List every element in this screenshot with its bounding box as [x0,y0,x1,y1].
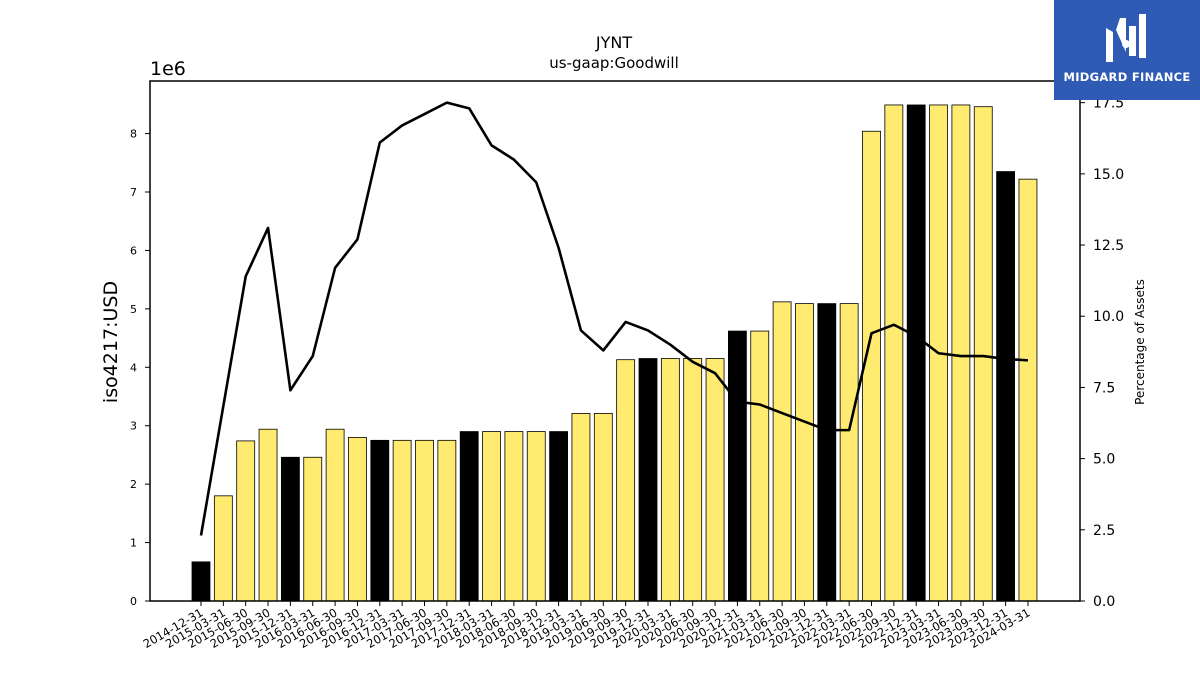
y-tick-label: 8 [130,128,137,141]
logo-text: MIDGARD FINANCE [1063,70,1191,84]
bar-2015-09-30 [258,428,278,602]
y-axis-label: iso4217:USD [100,281,122,403]
bar-2019-06-30 [593,413,613,602]
bar-2016-09-30 [348,436,367,602]
bar-2015-06-30 [236,440,256,602]
y-tick-label: 1 [130,537,137,550]
bar-2018-12-31 [549,431,568,602]
bar-2021-03-31 [750,330,770,602]
line-percentage-of-assets [199,101,1029,536]
logo-mark-icon [1106,14,1146,62]
y-tick-label: 7 [130,186,137,199]
bar-2021-06-30 [772,301,792,602]
bars-group [191,104,1038,602]
bar-2016-06-30 [325,428,345,602]
bar-2019-12-31 [638,358,658,602]
bar-2020-09-30 [705,358,725,602]
bar-2017-03-31 [392,439,412,602]
chart-subtitle: us-gaap:Goodwill [549,54,679,72]
bar-2016-12-31 [370,439,390,602]
bar-2020-12-31 [728,330,747,602]
plot-frame [149,80,1081,602]
y2-tick-label: 7.5 [1093,380,1115,396]
y-tick-label: 3 [130,420,137,433]
bar-2015-03-31 [213,495,233,602]
bar-2022-12-31 [906,104,926,602]
y-tick-label: 2 [130,478,137,491]
bar-2016-03-31 [303,456,323,602]
y-tick-label: 0 [130,595,137,608]
bar-2019-03-31 [571,413,591,602]
bar-2024-03-31 [1018,178,1038,602]
bar-2017-12-31 [459,431,479,602]
bar-2020-06-30 [683,358,703,602]
chart-title: JYNT [595,33,632,52]
bar-2023-12-31 [996,171,1015,602]
bar-2019-09-30 [616,359,636,602]
bar-2021-09-30 [795,303,814,602]
bar-2018-03-31 [482,431,501,602]
y-axis-ticks: 0 1 2 3 4 5 6 7 8 [130,128,150,608]
bar-2022-03-31 [839,303,859,602]
bar-2017-09-30 [437,439,457,602]
bar-2023-06-30 [951,104,971,602]
y2-tick-label: 2.5 [1093,523,1115,539]
y2-tick-label: 5.0 [1093,452,1115,468]
bar-2017-06-30 [415,439,434,602]
bar-2015-12-31 [280,456,300,602]
y-tick-label: 6 [130,244,137,257]
bar-2022-09-30 [884,104,904,602]
y-tick-label: 4 [130,361,137,374]
y2-tick-label: 15.0 [1093,167,1124,183]
bar-2020-03-31 [660,358,680,602]
y-offset-label: 1e6 [150,58,186,80]
bar-2014-12-31 [191,561,211,602]
y2-tick-label: 12.5 [1093,238,1124,254]
y2-axis-ticks: 0.02.55.07.510.012.515.017.5 [1080,96,1124,610]
y2-axis-label: Percentage of Assets [1133,279,1147,405]
line-group [199,101,1029,536]
brand-logo: MIDGARD FINANCE [1054,0,1200,100]
x-axis-ticks: 2014-12-312015-03-312015-06-302015-09-30… [141,601,1032,651]
bar-2023-09-30 [973,106,993,602]
y2-tick-label: 10.0 [1093,309,1124,325]
bar-2018-09-30 [526,431,546,602]
bar-2021-12-31 [817,303,837,602]
y2-tick-label: 0.0 [1093,594,1115,610]
bar-2018-06-30 [504,431,524,602]
y-tick-label: 5 [130,303,137,316]
